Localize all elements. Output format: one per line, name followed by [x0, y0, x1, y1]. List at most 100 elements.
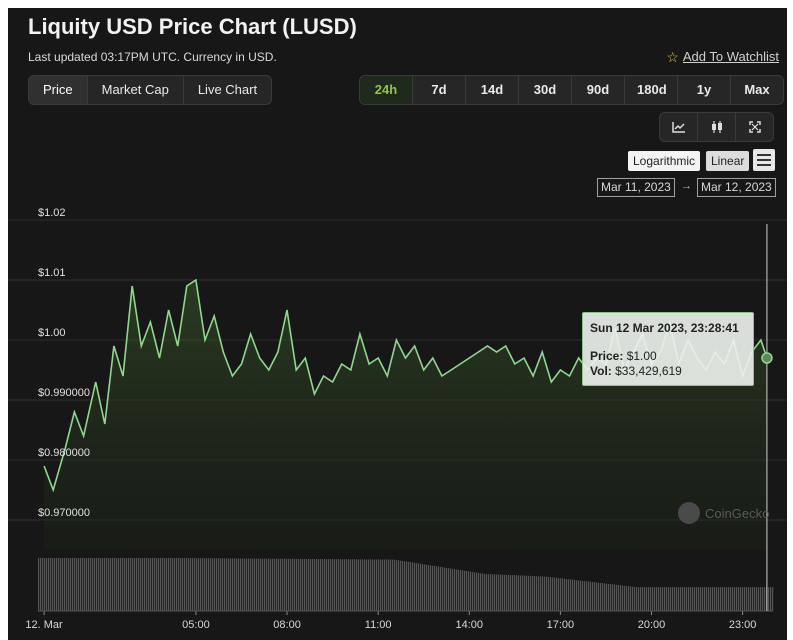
volume-bar: [400, 560, 402, 611]
volume-bar: [528, 575, 530, 611]
add-to-watchlist-link[interactable]: ☆ Add To Watchlist: [666, 49, 779, 64]
tab-market-cap[interactable]: Market Cap: [88, 76, 184, 104]
volume-bar: [478, 572, 480, 611]
volume-bar: [398, 560, 400, 611]
volume-bar: [392, 559, 394, 611]
volume-bar: [122, 558, 124, 611]
candlestick-icon[interactable]: [698, 113, 736, 141]
range-14d[interactable]: 14d: [466, 76, 519, 104]
x-tick-label: 23:00: [729, 619, 757, 631]
volume-bar: [52, 558, 54, 611]
volume-bar: [162, 558, 164, 611]
volume-bar: [350, 559, 352, 611]
volume-bar: [240, 558, 242, 611]
volume-bar: [324, 559, 326, 611]
volume-bar: [702, 587, 704, 611]
volume-bar: [72, 558, 74, 611]
expand-icon[interactable]: [736, 113, 773, 141]
volume-bar: [298, 558, 300, 611]
date-from-input[interactable]: Mar 11, 2023: [597, 178, 675, 197]
volume-bar: [168, 558, 170, 611]
volume-bar: [402, 560, 404, 611]
price-chart[interactable]: $1.02 $1.01 $1.00 $0.990000 $0.980000 $0.9700…: [8, 203, 787, 640]
volume-bar: [632, 586, 634, 611]
range-30d[interactable]: 30d: [519, 76, 572, 104]
volume-bar: [720, 587, 722, 611]
volume-bar: [340, 559, 342, 611]
volume-bar: [646, 587, 648, 611]
volume-bar: [154, 558, 156, 611]
volume-bar: [112, 558, 114, 611]
volume-bar: [550, 577, 552, 611]
volume-bar: [442, 567, 444, 611]
volume-bar: [726, 587, 728, 611]
volume-bar: [526, 575, 528, 611]
volume-bar: [166, 558, 168, 611]
date-to-input[interactable]: Mar 12, 2023: [697, 178, 776, 197]
volume-bar: [320, 559, 322, 611]
volume-bar: [574, 579, 576, 611]
volume-bar: [58, 558, 60, 611]
range-7d[interactable]: 7d: [413, 76, 466, 104]
y-tick-label: $0.980000: [38, 447, 90, 459]
chart-tools: [659, 112, 774, 142]
volume-bar: [582, 580, 584, 611]
logarithmic-button[interactable]: Logarithmic: [628, 151, 701, 171]
volume-bar: [674, 587, 676, 611]
volume-bar: [252, 558, 254, 611]
volume-bar: [466, 570, 468, 611]
volume-bar: [602, 583, 604, 611]
volume-bar: [618, 585, 620, 611]
volume-bar: [562, 578, 564, 611]
volume-bar: [388, 559, 390, 611]
volume-bar: [136, 558, 138, 611]
volume-bar: [506, 574, 508, 611]
range-max[interactable]: Max: [744, 82, 770, 97]
range-24h[interactable]: 24h: [360, 76, 413, 104]
line-chart-icon[interactable]: [660, 113, 698, 141]
volume-bar: [606, 583, 608, 611]
tab-price[interactable]: Price: [29, 76, 88, 104]
star-icon: ☆: [666, 48, 679, 65]
volume-bar: [188, 558, 190, 611]
volume-bar: [414, 562, 416, 611]
volume-bar: [566, 578, 568, 611]
volume-bar: [338, 559, 340, 611]
range-180d[interactable]: 180d: [625, 76, 678, 104]
volume-bar: [356, 559, 358, 611]
volume-bar: [56, 558, 58, 611]
volume-bar: [276, 558, 278, 611]
watermark-text: CoinGecko: [705, 505, 770, 521]
linear-button[interactable]: Linear: [706, 151, 750, 171]
volume-bar: [740, 587, 742, 611]
volume-bar: [318, 559, 320, 611]
volume-bar: [664, 587, 666, 611]
volume-bar: [504, 574, 506, 611]
hamburger-menu-icon[interactable]: [753, 149, 775, 171]
volume-bar: [236, 558, 238, 611]
volume-bar: [380, 559, 382, 611]
volume-bar: [226, 558, 228, 611]
volume-bar: [678, 587, 680, 611]
volume-bar: [516, 575, 518, 611]
volume-bar: [494, 574, 496, 611]
volume-bar: [690, 587, 692, 611]
volume-bar: [500, 574, 502, 611]
volume-bar: [244, 558, 246, 611]
volume-bar: [200, 558, 202, 611]
volume-bar: [94, 558, 96, 611]
last-updated-text: Last updated 03:17PM UTC. Currency in US…: [28, 50, 277, 64]
volume-bar: [222, 558, 224, 611]
range-90d[interactable]: 90d: [572, 76, 625, 104]
volume-bar: [622, 585, 624, 611]
volume-bar: [372, 559, 374, 611]
volume-bar: [670, 587, 672, 611]
volume-bar: [714, 587, 716, 611]
range-1y[interactable]: 1y: [678, 76, 731, 104]
volume-bar: [208, 558, 210, 611]
tab-live-chart[interactable]: Live Chart: [197, 82, 258, 97]
volume-bar: [554, 577, 556, 611]
volume-bar: [160, 558, 162, 611]
volume-bar: [90, 558, 92, 611]
x-tick-label: 05:00: [182, 619, 210, 631]
